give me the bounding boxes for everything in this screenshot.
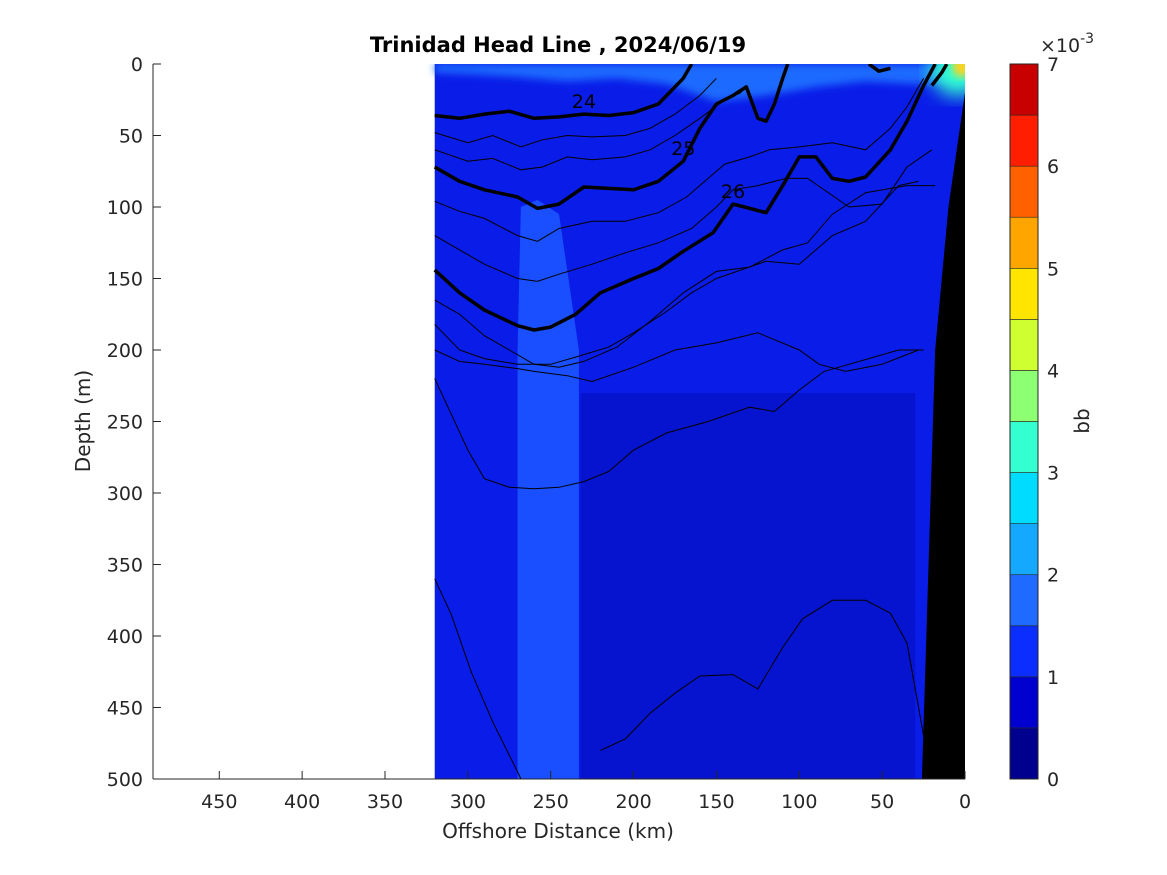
thin-contour-line xyxy=(434,78,925,242)
thin-contour-line xyxy=(600,599,925,751)
x-tick-label: 450 xyxy=(201,791,237,813)
colorbar-tick-label: 3 xyxy=(1047,463,1059,485)
thin-contour-line xyxy=(434,77,717,148)
colorbar-cell xyxy=(1009,114,1039,167)
thin-contour-line xyxy=(434,180,919,365)
colorbar-cell xyxy=(1009,676,1039,729)
bb-field: 24 25 26 xyxy=(433,64,965,779)
colorbar-exponent-base: ×10 xyxy=(1040,35,1080,57)
field-deep-band xyxy=(580,392,916,779)
colorbar-cell xyxy=(1009,370,1039,422)
x-tick-label: 0 xyxy=(959,791,971,813)
field-surface-layer xyxy=(434,64,965,102)
colorbar-tick-label: 7 xyxy=(1047,54,1059,76)
y-tick-label: 300 xyxy=(107,483,143,505)
field-light-band xyxy=(517,199,579,779)
y-tick-label: 50 xyxy=(119,126,143,148)
y-tick-label: 400 xyxy=(107,626,143,648)
colorbar-cell xyxy=(1009,267,1039,320)
y-tick-label: 450 xyxy=(107,698,143,720)
y-ticks: 0 50 100 150 200 250 300 350 400 450 500 xyxy=(107,54,161,791)
bold-contours: 24 25 26 xyxy=(433,64,949,332)
y-tick-label: 500 xyxy=(107,769,143,791)
y-tick-label: 200 xyxy=(107,340,143,362)
colorbar-tick-label: 5 xyxy=(1047,258,1059,280)
y-tick-label: 100 xyxy=(107,197,143,219)
x-tick-label: 150 xyxy=(698,791,734,813)
colorbar-cell xyxy=(1009,216,1039,269)
bold-contour-line xyxy=(433,64,790,211)
colorbar-cell xyxy=(1009,421,1039,473)
thin-contour-line xyxy=(434,578,522,779)
colorbar-exponent-power: -3 xyxy=(1080,31,1094,47)
colorbar-exponent: ×10-3 xyxy=(1040,31,1094,57)
contour-label: 25 xyxy=(671,138,695,160)
seafloor-bathymetry xyxy=(921,92,965,779)
colorbar-cell xyxy=(1009,574,1039,627)
colorbar-tick-label: 4 xyxy=(1047,360,1059,382)
colorbar-frame xyxy=(1009,63,1039,780)
colorbar-cell xyxy=(1009,625,1039,678)
x-tick-label: 400 xyxy=(284,791,320,813)
bold-contour-line xyxy=(434,64,694,121)
thin-contour-line xyxy=(434,185,936,368)
colorbar-tick-label: 2 xyxy=(1047,565,1059,587)
x-tick-label: 350 xyxy=(367,791,403,813)
thin-contour-line xyxy=(434,92,742,171)
colorbar-cell xyxy=(1009,727,1039,780)
thin-contour-line xyxy=(434,149,933,282)
colorbar-cell xyxy=(1009,523,1039,576)
field-hotspot xyxy=(952,64,965,77)
colorbar: 0 1 2 3 4 5 6 7 ×10-3 bb xyxy=(1009,31,1094,791)
colorbar-cell xyxy=(1009,472,1039,524)
y-axis-title: Depth (m) xyxy=(71,370,95,472)
x-tick-label: 200 xyxy=(615,791,651,813)
thin-contour-line xyxy=(434,349,924,490)
x-tick-label: 250 xyxy=(533,791,569,813)
x-axis-title: Offshore Distance (km) xyxy=(442,819,674,843)
x-tick-label: 50 xyxy=(870,791,894,813)
contour-label: 24 xyxy=(572,91,596,113)
y-tick-label: 350 xyxy=(107,555,143,577)
thin-contours xyxy=(434,77,936,779)
colorbar-ticks: 0 1 2 3 4 5 6 7 xyxy=(1047,54,1059,791)
colorbar-tick-label: 6 xyxy=(1047,156,1059,178)
y-tick-label: 250 xyxy=(107,412,143,434)
axes: 450 400 350 300 250 200 150 100 50 0 050100150200… xyxy=(107,54,971,813)
colorbar-cell xyxy=(1009,319,1039,371)
thin-contour-line xyxy=(434,332,919,383)
y-tick-label: 150 xyxy=(107,269,143,291)
x-tick-label: 100 xyxy=(781,791,817,813)
bold-contour-line xyxy=(433,64,937,332)
colorbar-cell xyxy=(1009,63,1039,116)
y-tick-label: 0 xyxy=(131,54,143,76)
colorbar-label: bb xyxy=(1070,408,1094,433)
x-ticks: 450 400 350 300 250 200 150 100 50 0 xyxy=(201,771,971,813)
x-tick-label: 300 xyxy=(450,791,486,813)
bold-contour-line xyxy=(930,64,949,87)
colorbar-cells xyxy=(1009,63,1039,780)
colorbar-tick-label: 0 xyxy=(1047,769,1059,791)
colorbar-cell xyxy=(1009,165,1039,218)
colorbar-tick-label: 1 xyxy=(1047,667,1059,689)
bold-contour-line xyxy=(867,64,891,73)
chart-title: Trinidad Head Line , 2024/06/19 xyxy=(370,33,746,57)
contour-label: 26 xyxy=(721,181,745,203)
